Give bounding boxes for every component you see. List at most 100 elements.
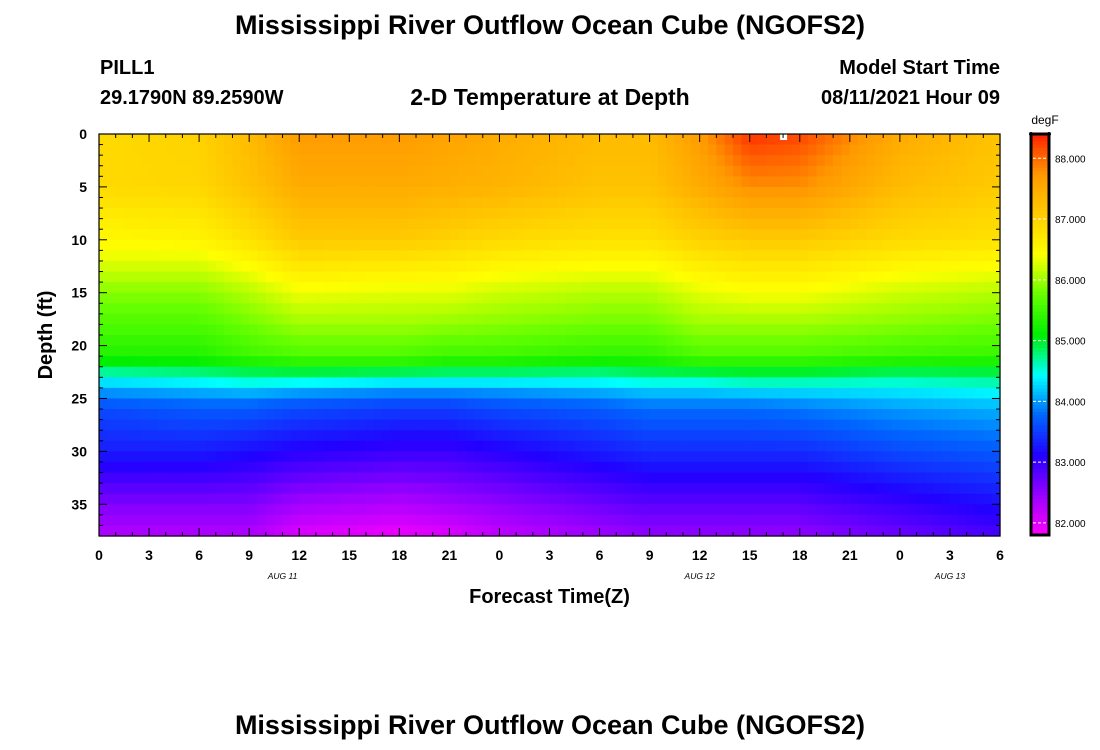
heatmap-cell [190,144,200,156]
heatmap-cell [758,387,767,400]
heatmap-cell [991,514,1001,527]
heatmap-cell [174,419,184,431]
heatmap-cell [357,271,367,283]
heatmap-cell [991,335,1001,347]
heatmap-cell [240,144,250,156]
heatmap-cell [524,324,534,336]
heatmap-cell [966,303,976,315]
heatmap-cell [190,324,200,336]
heatmap-cell [933,324,943,336]
heatmap-cell [591,218,601,230]
heatmap-cell [482,165,492,177]
heatmap-cell [941,377,951,389]
heatmap-cell [916,165,926,177]
heatmap-cell [949,472,959,484]
heatmap-cell [833,419,843,431]
heatmap-cell [124,186,133,199]
heatmap-cell [240,356,250,368]
heatmap-cell [224,514,234,527]
heatmap-cell [315,409,325,421]
heatmap-cell [224,387,234,400]
heatmap-cell [766,504,776,516]
heatmap-cell [416,197,425,209]
heatmap-cell [849,271,859,283]
colorbar-segment [1031,351,1049,356]
heatmap-cell [199,218,209,230]
heatmap-cell [649,282,659,294]
heatmap-cell [799,514,809,527]
heatmap-cell [549,292,559,304]
y-tick-label: 15 [71,285,87,301]
heatmap-cell [499,155,509,167]
heatmap-cell [891,155,901,167]
heatmap-cell [674,155,684,167]
heatmap-cell [666,483,676,495]
heatmap-cell [140,186,150,199]
heatmap-cell [799,366,809,378]
heatmap-cell [632,335,642,347]
heatmap-cell [507,387,517,400]
heatmap-cell [933,250,943,262]
heatmap-cell [607,440,617,452]
heatmap-cell [916,387,926,400]
heatmap-cell [399,239,409,251]
colorbar-tick-label: 83.000 [1055,458,1086,469]
heatmap-cell [641,504,651,516]
heatmap-cell [416,345,425,357]
heatmap-cell [549,197,559,209]
heatmap-cell [507,186,517,199]
heatmap-cell [783,186,793,199]
heatmap-cell [524,472,534,484]
heatmap-cell [632,356,642,368]
heatmap-cell [390,451,400,463]
heatmap-cell [774,504,784,516]
heatmap-cell [641,250,651,262]
heatmap-cell [324,419,334,431]
heatmap-cell [891,514,901,527]
heatmap-cell [349,493,359,505]
heatmap-cell [791,398,801,410]
heatmap-cell [207,324,217,336]
heatmap-cell [966,324,976,336]
heatmap-cell [582,165,592,177]
heatmap-cell [724,335,734,347]
heatmap-cell [866,250,876,262]
heatmap-cell [983,409,993,421]
heatmap-cell [783,430,793,442]
heatmap-cell [557,525,567,537]
heatmap-cell [607,144,617,156]
heatmap-cell [474,451,484,463]
heatmap-cell [733,366,742,378]
heatmap-cell [916,483,926,495]
heatmap-cell [374,377,384,389]
heatmap-cell [824,430,834,442]
heatmap-cell [624,366,634,378]
heatmap-cell [507,250,517,262]
heatmap-cell [657,324,667,336]
heatmap-cell [324,483,334,495]
heatmap-cell [357,176,367,188]
heatmap-cell [808,493,818,505]
heatmap-cell [416,409,425,421]
heatmap-cell [649,186,659,199]
heatmap-cell [382,250,392,262]
heatmap-cell [107,239,117,251]
heatmap-cell [265,282,275,294]
x-tick-label: 6 [996,547,1004,563]
heatmap-cell [257,335,267,347]
heatmap-cell [240,186,250,199]
heatmap-cell [199,144,209,156]
heatmap-cell [374,303,384,315]
heatmap-cell [691,525,701,537]
heatmap-cell [833,134,843,146]
heatmap-cell [674,208,684,220]
heatmap-cell [140,176,150,188]
heatmap-cell [749,461,759,474]
heatmap-cell [524,451,534,463]
heatmap-cell [883,176,893,188]
heatmap-cell [224,165,234,177]
heatmap-cell [774,398,784,410]
heatmap-cell [749,186,759,199]
heatmap-cell [799,186,809,199]
heatmap-cell [449,155,459,167]
